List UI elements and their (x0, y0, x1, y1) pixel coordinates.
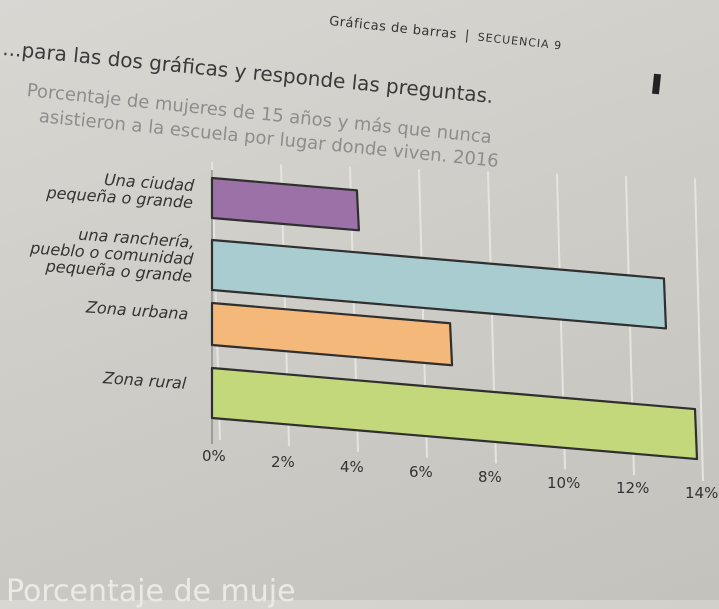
tick-label: 4% (340, 457, 364, 476)
tick-label: 2% (271, 452, 295, 471)
bar-3 (210, 301, 454, 367)
tick-label: 10% (547, 473, 581, 492)
tick-label: 12% (616, 478, 650, 497)
tick-label: 6% (409, 463, 433, 482)
next-chart-title-fragment: Porcentaje de muje (6, 574, 296, 609)
tick-label: 8% (478, 468, 502, 487)
grid-line (694, 178, 704, 482)
bar-1 (210, 176, 360, 232)
tick-label: 14% (685, 484, 719, 503)
bar-2 (210, 238, 668, 330)
category-label: una ranchería, pueblo o comunidad pequeña … (29, 222, 196, 286)
tick-label: 0% (202, 447, 226, 466)
bar-4 (210, 366, 699, 461)
